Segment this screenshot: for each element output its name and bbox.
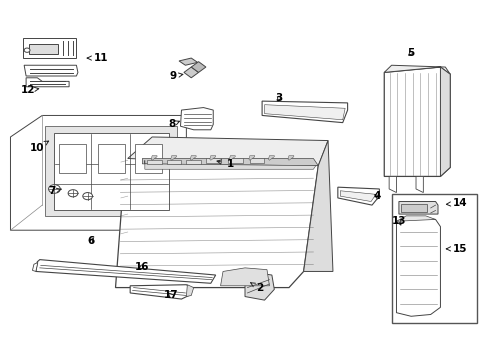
Bar [401, 204, 427, 212]
Polygon shape [10, 116, 186, 230]
Polygon shape [23, 39, 76, 58]
Text: 11: 11 [87, 53, 108, 63]
Polygon shape [262, 101, 347, 123]
Polygon shape [130, 285, 191, 299]
Polygon shape [190, 156, 196, 160]
Polygon shape [288, 156, 294, 160]
Polygon shape [191, 62, 206, 72]
Polygon shape [128, 137, 328, 166]
Bar [392, 194, 477, 323]
Polygon shape [269, 156, 274, 160]
Text: 3: 3 [275, 93, 283, 103]
Circle shape [24, 48, 30, 52]
Text: 5: 5 [408, 48, 415, 58]
Text: 15: 15 [446, 244, 467, 254]
Polygon shape [249, 156, 255, 160]
Text: 7: 7 [49, 186, 61, 197]
Text: 4: 4 [373, 191, 381, 201]
Polygon shape [45, 126, 176, 216]
Text: 6: 6 [87, 236, 95, 246]
Text: 9: 9 [169, 71, 183, 81]
Text: 10: 10 [30, 141, 49, 153]
Polygon shape [396, 218, 441, 316]
Text: 2: 2 [250, 283, 263, 293]
Polygon shape [24, 65, 78, 76]
Polygon shape [179, 58, 197, 65]
Text: 1: 1 [217, 159, 234, 169]
Polygon shape [151, 156, 157, 160]
Text: 12: 12 [20, 85, 39, 95]
Circle shape [49, 185, 60, 193]
Circle shape [83, 193, 93, 200]
Polygon shape [220, 268, 270, 286]
Polygon shape [340, 191, 376, 202]
Text: 17: 17 [164, 291, 178, 301]
Polygon shape [32, 262, 38, 271]
Bar [167, 159, 181, 164]
Circle shape [68, 190, 78, 197]
Polygon shape [36, 260, 216, 283]
Polygon shape [145, 160, 316, 169]
Polygon shape [384, 67, 450, 176]
Polygon shape [416, 176, 423, 193]
Bar [250, 158, 264, 163]
Bar [98, 144, 125, 173]
Polygon shape [441, 67, 450, 176]
Text: 8: 8 [168, 120, 179, 129]
Bar [135, 144, 162, 173]
Bar [147, 159, 162, 164]
Polygon shape [384, 65, 450, 74]
Polygon shape [171, 156, 176, 160]
Polygon shape [184, 67, 198, 78]
Polygon shape [186, 285, 194, 297]
Bar [186, 159, 201, 164]
Bar [206, 158, 220, 163]
Polygon shape [265, 105, 345, 120]
Polygon shape [210, 156, 216, 160]
Text: 13: 13 [392, 216, 406, 226]
Text: 14: 14 [446, 198, 467, 208]
Bar [228, 158, 243, 163]
Bar [29, 44, 58, 54]
Polygon shape [304, 140, 333, 271]
Polygon shape [245, 273, 274, 300]
Polygon shape [399, 202, 438, 214]
Polygon shape [54, 134, 169, 211]
Polygon shape [180, 108, 213, 130]
Polygon shape [116, 151, 318, 288]
Polygon shape [26, 78, 69, 87]
Polygon shape [229, 156, 235, 160]
Polygon shape [389, 176, 396, 193]
Polygon shape [338, 187, 379, 205]
Bar [59, 144, 86, 173]
Text: 16: 16 [135, 262, 149, 272]
Polygon shape [396, 216, 436, 221]
Polygon shape [143, 158, 318, 166]
